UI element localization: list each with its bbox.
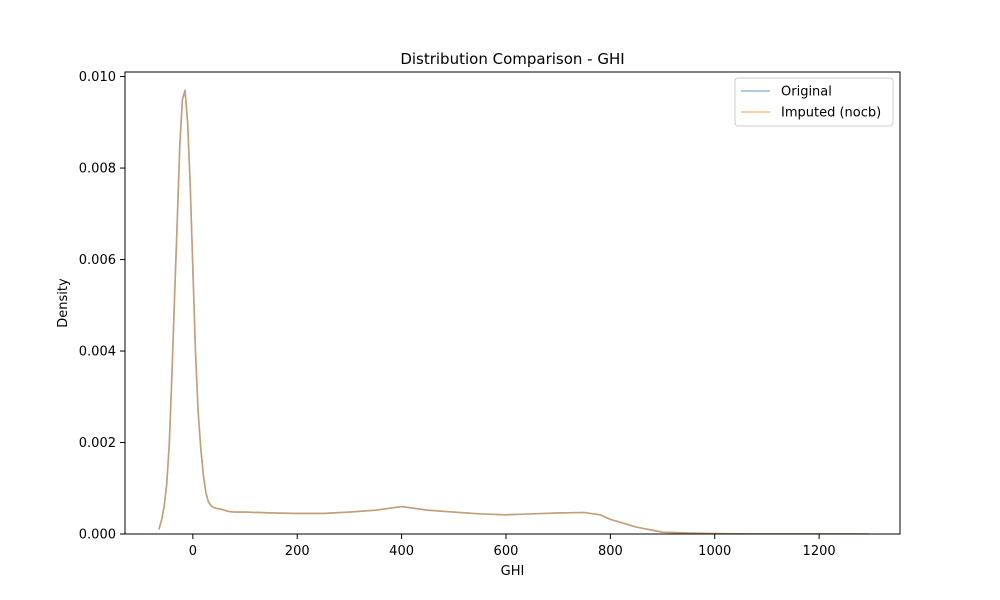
chart-title: Distribution Comparison - GHI (400, 50, 624, 68)
legend-box (734, 77, 894, 127)
x-axis: 0 200 400 600 800 1000 1200 (189, 534, 836, 559)
plot-area (124, 71, 901, 535)
x-tick-label: 400 (389, 544, 414, 559)
y-tick-label: 0.006 (79, 253, 116, 268)
y-axis: 0.000 0.002 0.004 0.006 0.008 0.010 (79, 70, 125, 543)
y-tick-label: 0.004 (79, 345, 116, 360)
y-tick-label: 0.008 (79, 162, 116, 177)
y-axis-label: Density (56, 278, 71, 328)
x-tick-label: 0 (189, 544, 197, 559)
x-tick-label: 600 (494, 544, 519, 559)
x-tick-label: 200 (285, 544, 310, 559)
y-tick-label: 0.002 (79, 436, 116, 451)
legend-label: Imputed (nocb) (781, 106, 881, 121)
plot-frame (124, 71, 901, 535)
x-axis-label: GHI (501, 564, 525, 579)
series-layer (158, 89, 869, 534)
x-tick-label: 800 (598, 544, 623, 559)
x-tick-label: 1000 (698, 544, 731, 559)
legend: Original Imputed (nocb) (734, 77, 894, 127)
y-tick-label: 0.010 (79, 70, 116, 85)
series-line-1 (158, 89, 869, 534)
y-tick-label: 0.000 (79, 528, 116, 543)
legend-label: Original (781, 85, 832, 100)
x-tick-label: 1200 (803, 544, 836, 559)
